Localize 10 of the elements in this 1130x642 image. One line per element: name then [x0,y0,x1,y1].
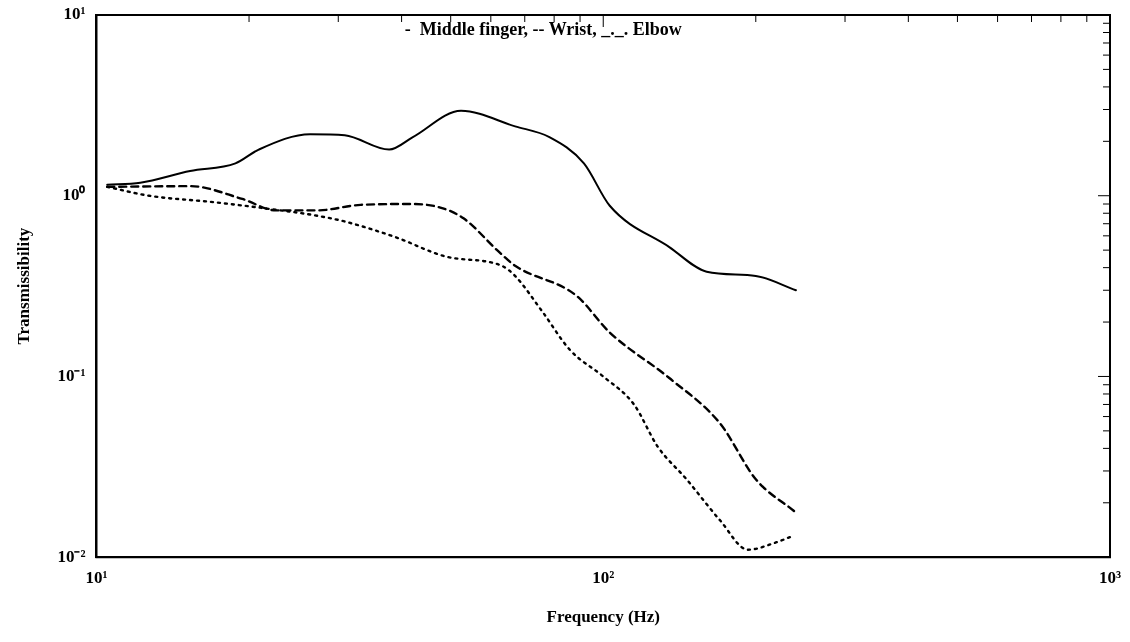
annotation: - Middle finger, -- Wrist, _._. Elbow [404,18,682,39]
x-tick-label: 10² [592,567,615,587]
y-tick-label: 10⁰ [62,185,86,205]
x-tick-label: 10³ [1098,567,1122,587]
y-tick-label: 10⁻² [57,546,86,566]
y-axis-title: Transmissibility [13,227,33,345]
y-tick-label: 10⁻¹ [57,365,86,385]
x-axis-title: Frequency (Hz) [546,607,660,627]
y-tick-label: 10¹ [63,4,86,24]
x-tick-label: 10¹ [85,567,108,587]
